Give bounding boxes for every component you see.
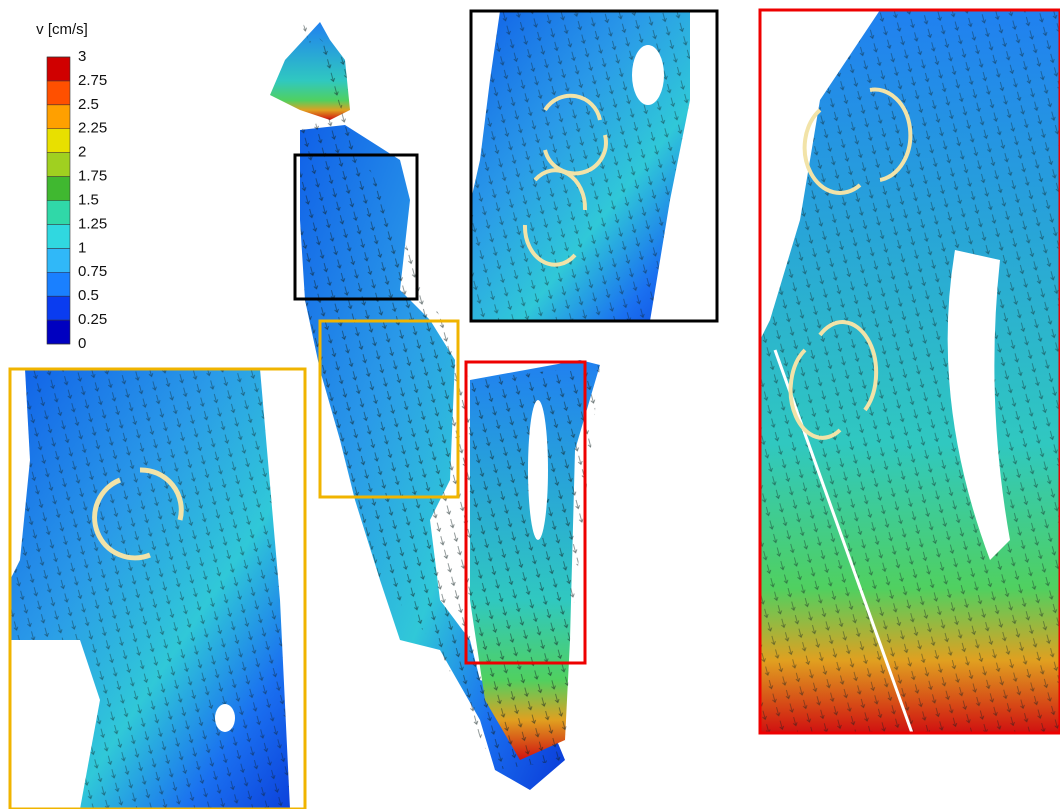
colorbar-band	[47, 296, 70, 320]
colorbar-band	[47, 105, 70, 129]
colorbar-tick-label: 0.75	[78, 263, 107, 280]
colorbar-band	[47, 224, 70, 248]
colorbar-tick-label: 2.25	[78, 120, 107, 137]
colorbar-tick-label: 1	[78, 239, 86, 256]
colorbar-band	[47, 320, 70, 344]
colorbar-title: v [cm/s]	[36, 21, 88, 38]
colorbar-tick-label: 1.25	[78, 215, 107, 232]
colorbar-tick-label: 2	[78, 144, 86, 161]
colorbar-tick-label: 3	[78, 48, 86, 65]
colorbar-band	[47, 177, 70, 201]
colorbar: v [cm/s] 3 2.75 2.5 2.25 2 1.75 1.5 1.25 1 0.75 0.…	[36, 21, 107, 352]
colorbar-tick-label: 2.5	[78, 96, 99, 113]
colorbar-band	[47, 129, 70, 153]
colorbar-tick-label: 0.5	[78, 287, 99, 304]
colorbar-tick-label: 2.75	[78, 72, 107, 89]
colorbar-band	[47, 57, 70, 81]
flow-figure: v [cm/s] 3 2.75 2.5 2.25 2 1.75 1.5 1.25 1 0.75 0.…	[0, 0, 1060, 809]
colorbar-tick-label: 0.25	[78, 311, 107, 328]
zoom-orange	[10, 369, 305, 809]
colorbar-band	[47, 153, 70, 177]
colorbar-band	[47, 248, 70, 272]
colorbar-band	[47, 272, 70, 296]
colorbar-band	[47, 201, 70, 225]
figure: v [cm/s] 3 2.75 2.5 2.25 2 1.75 1.5 1.25 1 0.75 0.…	[0, 0, 1060, 809]
zoom-black	[471, 11, 717, 321]
colorbar-tick-label: 1.5	[78, 191, 99, 208]
zoom-red	[760, 10, 1060, 733]
colorbar-band	[47, 81, 70, 105]
colorbar-tick-label: 1.75	[78, 168, 107, 185]
colorbar-tick-label: 0	[78, 335, 86, 352]
